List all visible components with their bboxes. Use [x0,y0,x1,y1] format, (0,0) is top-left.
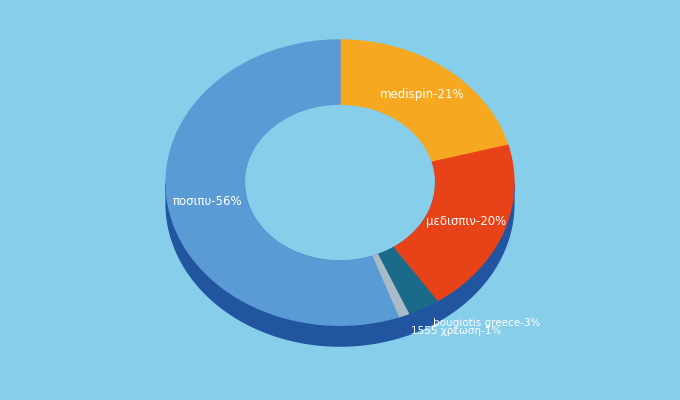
Polygon shape [372,255,377,277]
Text: medispin-21%: medispin-21% [379,88,464,101]
Polygon shape [166,183,398,346]
Polygon shape [393,145,514,301]
Polygon shape [409,301,437,334]
Polygon shape [377,248,437,314]
Polygon shape [244,183,372,282]
Text: μεδισπιν-20%: μεδισπιν-20% [426,215,507,228]
Polygon shape [377,248,393,276]
Polygon shape [398,314,409,338]
Polygon shape [437,183,514,322]
Polygon shape [166,40,398,325]
Text: ποσιπυ-56%: ποσιπυ-56% [172,195,242,208]
Polygon shape [393,183,436,269]
Text: bougiotis greece-3%: bougiotis greece-3% [433,318,541,328]
Polygon shape [372,255,409,317]
Polygon shape [340,40,508,162]
Text: 1555 χρεωση-1%: 1555 χρεωση-1% [411,326,501,336]
